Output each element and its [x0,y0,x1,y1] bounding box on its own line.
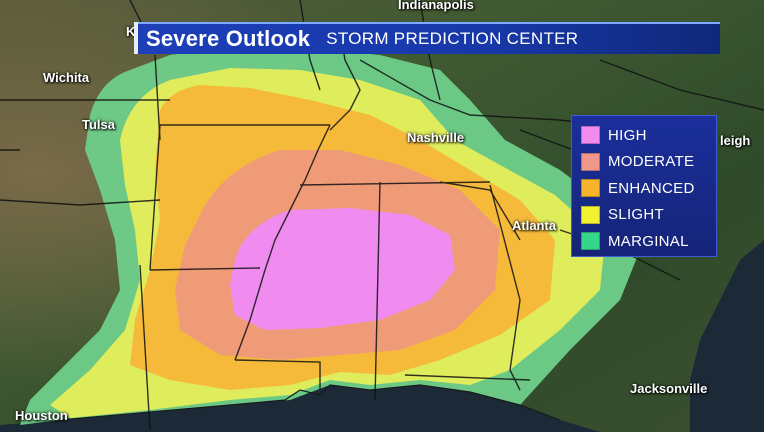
city-label-nashville: Nashville [407,130,465,145]
city-label-raleigh: leigh [720,133,751,148]
legend-label-slight: SLIGHT [608,206,664,224]
city-label-tulsa: Tulsa [82,117,115,132]
city-label-indianapolis: Indianapolis [398,0,474,12]
legend-swatch-slight [581,205,600,224]
risk-legend: HIGH MODERATE ENHANCED SLIGHT MARGINAL [571,115,717,257]
title-banner: Severe Outlook STORM PREDICTION CENTER [138,22,720,54]
legend-label-enhanced: ENHANCED [608,179,695,197]
title-accent-bar [134,22,140,54]
title-subtitle: STORM PREDICTION CENTER [326,29,579,48]
city-label-atlanta: Atlanta [512,218,557,233]
legend-swatch-moderate [581,152,600,171]
legend-item-marginal: MARGINAL [581,228,716,255]
legend-swatch-high [581,126,600,145]
legend-label-marginal: MARGINAL [608,232,689,250]
city-label-jacksonville: Jacksonville [630,381,708,396]
atlantic-ocean [690,240,764,432]
city-label-houston: Houston [15,408,68,423]
gulf-coastline [59,384,561,421]
legend-item-moderate: MODERATE [581,149,716,176]
legend-label-high: HIGH [608,126,647,144]
legend-item-slight: SLIGHT [581,202,716,229]
legend-swatch-enhanced [581,179,600,198]
legend-swatch-marginal [581,232,600,251]
city-label-edge: K [126,24,136,39]
legend-item-enhanced: ENHANCED [581,175,716,202]
legend-item-high: HIGH [581,122,716,149]
legend-label-moderate: MODERATE [608,153,695,171]
high-risk-area [230,208,455,330]
title-main: Severe Outlook [146,26,311,51]
city-label-wichita: Wichita [43,70,90,85]
